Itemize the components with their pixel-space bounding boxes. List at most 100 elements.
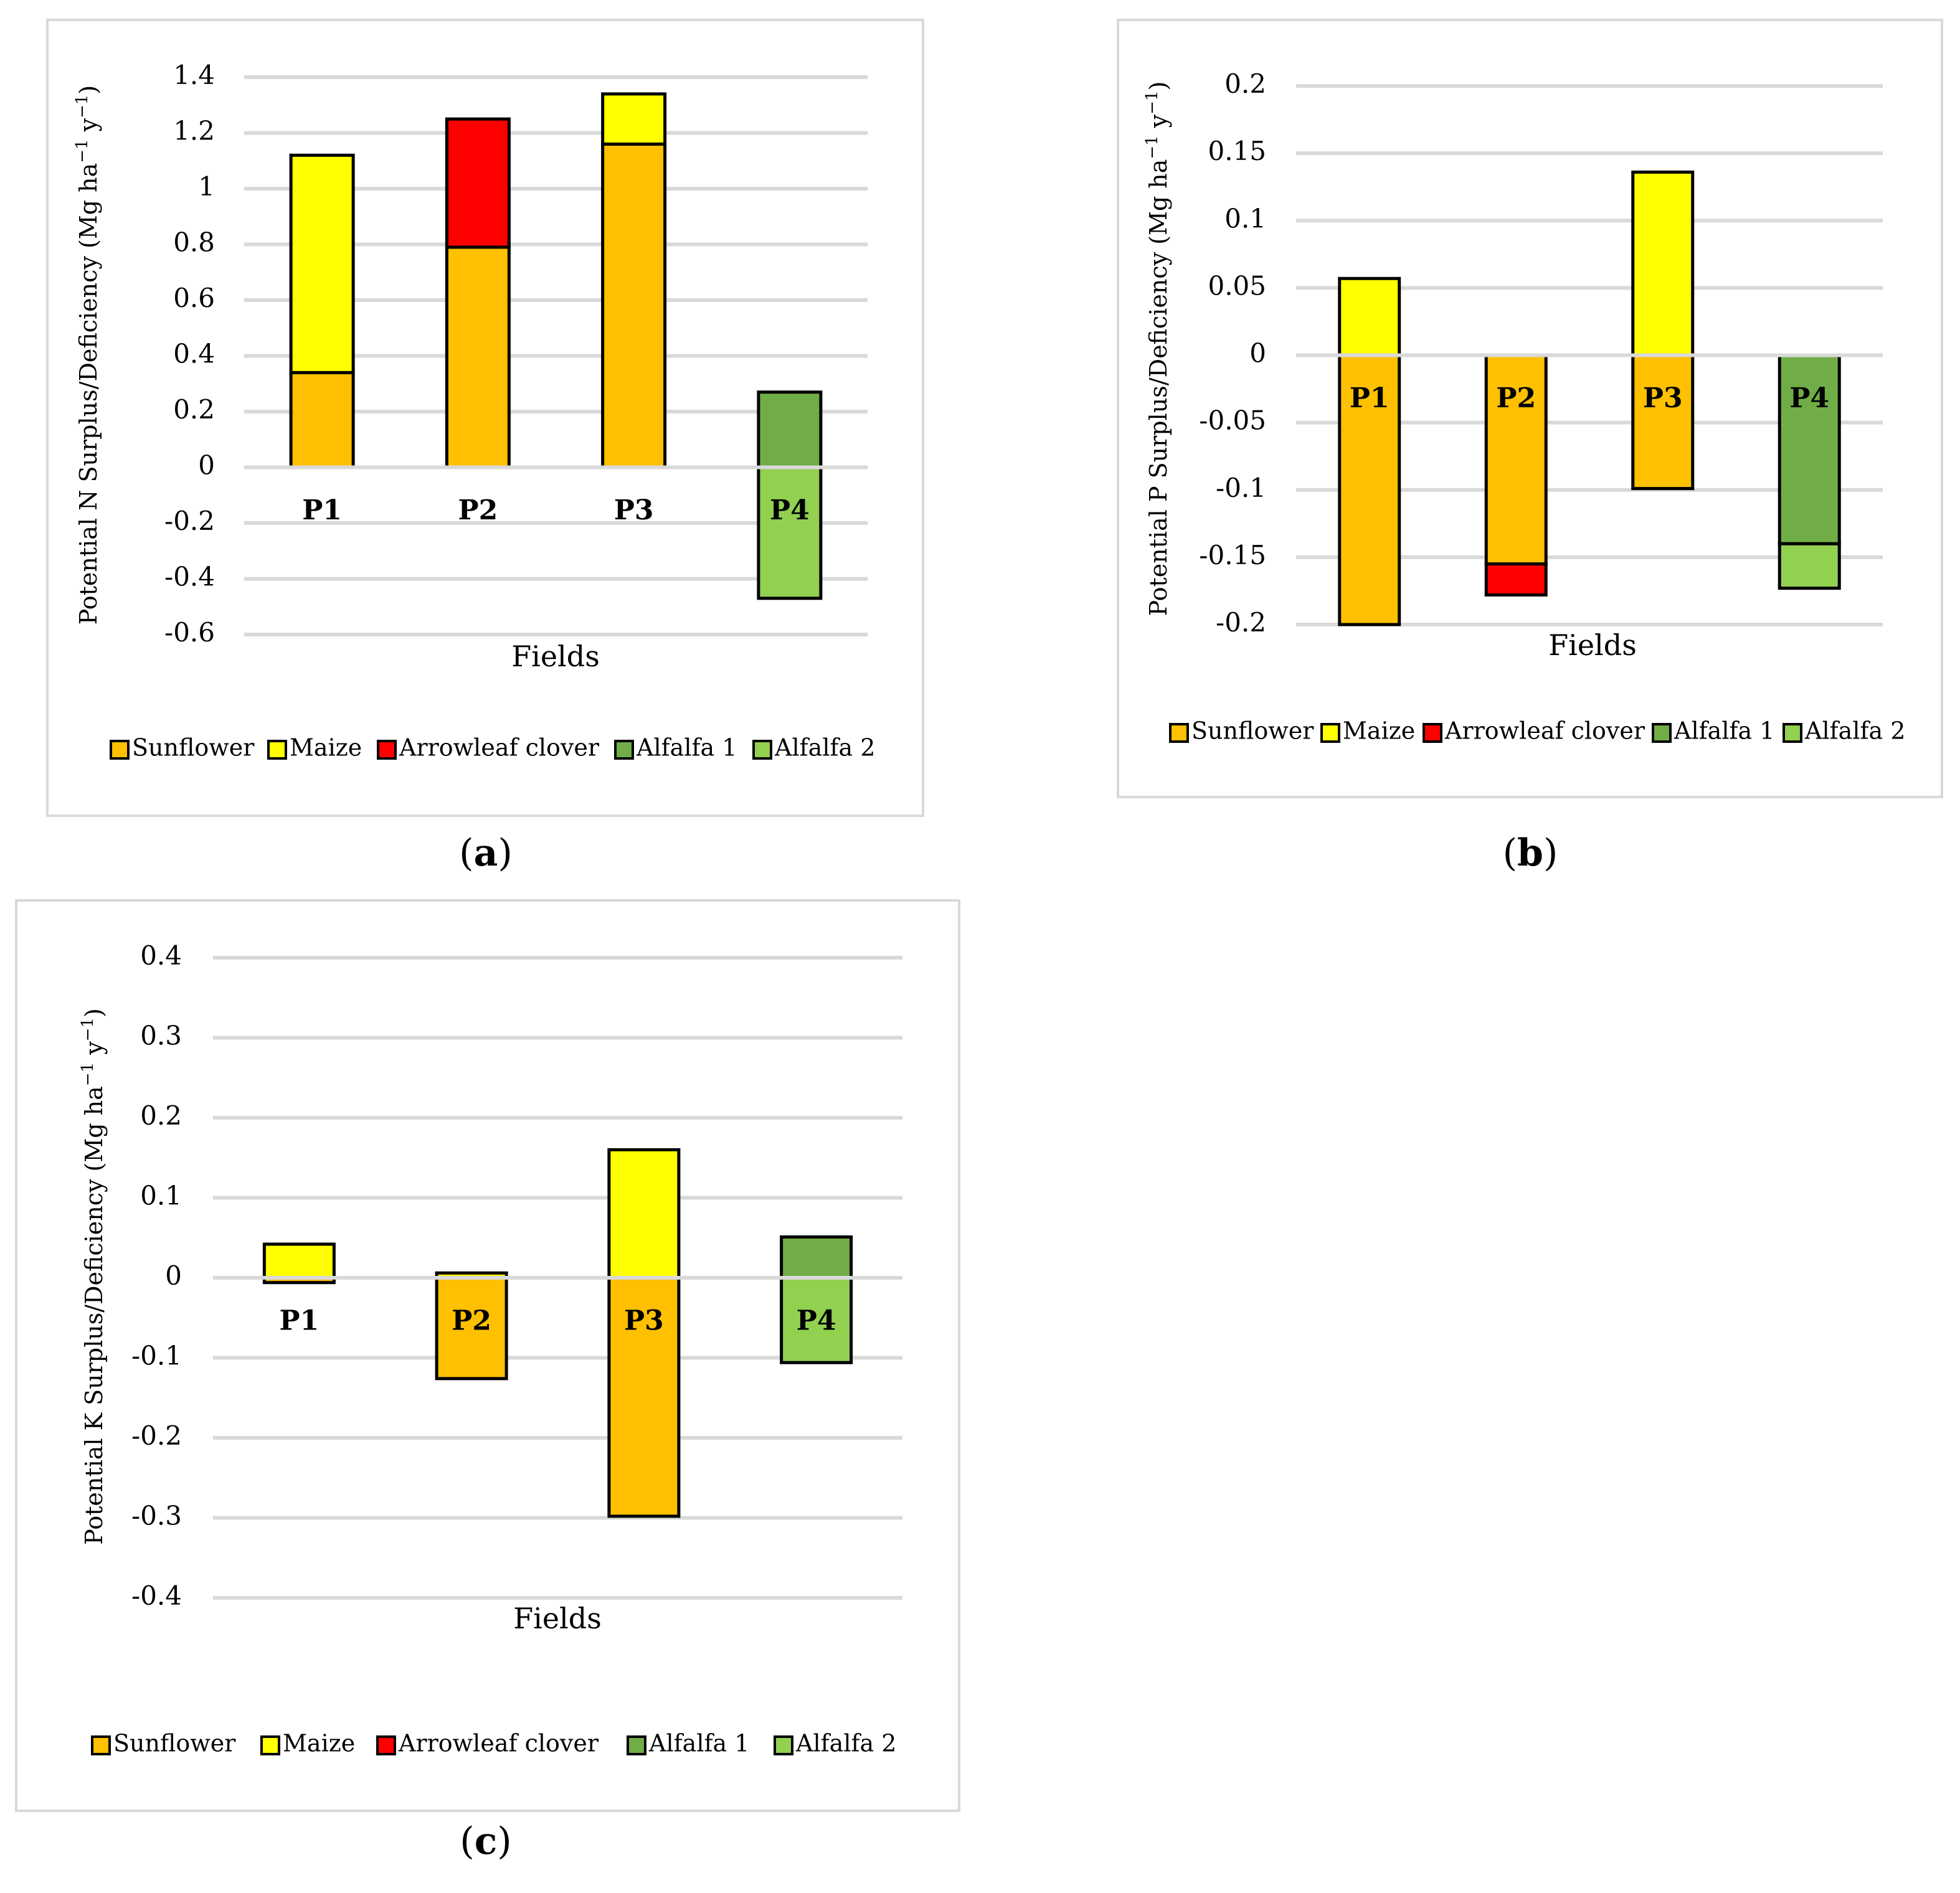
legend-label-alfalfa-1: Alfalfa 1	[636, 734, 737, 762]
legend-label-sunflower: Sunflower	[1191, 717, 1314, 745]
y-axis-title: Potential N Surplus/Deficiency (Mg ha−1 …	[73, 85, 102, 625]
y-tick-label: 1.2	[173, 116, 215, 146]
legend-label-maize: Maize	[283, 1730, 355, 1757]
category-label-p1: P1	[280, 1305, 320, 1337]
category-label-p4: P4	[1789, 382, 1829, 414]
y-tick-label: -0.4	[164, 562, 215, 592]
bar-p1-maize	[289, 153, 355, 374]
legend-label-alfalfa-1: Alfalfa 1	[1674, 717, 1774, 745]
y-tick-label: 0.2	[1224, 68, 1266, 99]
legend-swatch-maize	[1320, 723, 1340, 743]
bar-p2-sunflower	[1484, 354, 1548, 566]
y-tick-label: 1.4	[173, 60, 215, 90]
x-axis-title: Fields	[513, 1602, 602, 1635]
y-tick-label: 0.4	[140, 940, 182, 971]
bar-p2-arrowleaf-clover	[1484, 562, 1548, 597]
y-tick-label: -0.6	[164, 617, 215, 648]
legend-swatch-alfalfa-1	[614, 740, 634, 760]
bar-p2-arrowleaf-clover	[445, 117, 511, 249]
bar-p3-maize	[1631, 170, 1695, 357]
bar-p4-alfalfa-1	[757, 390, 823, 469]
legend-swatch-sunflower	[91, 1735, 111, 1755]
legend-label-sunflower: Sunflower	[132, 734, 255, 762]
legend-swatch-alfalfa-2	[774, 1735, 793, 1755]
bar-p2-sunflower	[445, 245, 511, 469]
legend-swatch-alfalfa-1	[627, 1735, 646, 1755]
y-tick-label: 0.15	[1208, 136, 1266, 166]
y-tick-label: -0.3	[131, 1501, 182, 1531]
category-label-p3: P3	[624, 1305, 664, 1337]
y-tick-label: 0.1	[140, 1181, 182, 1211]
category-label-p2: P2	[1496, 382, 1536, 414]
bar-p3-maize	[601, 92, 667, 146]
bar-p4-alfalfa-1	[780, 1235, 853, 1280]
y-tick-label: -0.15	[1199, 540, 1266, 570]
legend-label-sunflower: Sunflower	[113, 1730, 236, 1757]
category-label-p2: P2	[458, 494, 498, 526]
y-tick-label: 0.4	[173, 339, 215, 369]
y-tick-label: 0.3	[140, 1021, 182, 1051]
y-tick-label: -0.1	[131, 1341, 182, 1371]
bar-p3-sunflower	[607, 1276, 681, 1518]
legend-label-arrowleaf-clover: Arrowleaf clover	[399, 734, 600, 762]
legend-swatch-alfalfa-1	[1652, 723, 1672, 743]
x-axis-title: Fields	[511, 640, 600, 673]
legend-label-alfalfa-2: Alfalfa 2	[1804, 717, 1905, 745]
caption-a: (a)	[459, 831, 513, 875]
legend-swatch-arrowleaf-clover	[1423, 723, 1442, 743]
legend-swatch-alfalfa-2	[1782, 723, 1802, 743]
legend-swatch-sunflower	[110, 740, 130, 760]
bar-p3-maize	[607, 1148, 681, 1280]
legend-label-maize: Maize	[1343, 717, 1415, 745]
bar-p3-sunflower	[1631, 354, 1695, 491]
bar-p1-sunflower	[1338, 354, 1401, 626]
category-label-p1: P1	[302, 494, 342, 526]
caption-b: (b)	[1502, 831, 1558, 875]
y-tick-label: 0.8	[173, 227, 215, 258]
legend-swatch-sunflower	[1169, 723, 1189, 743]
y-axis-title: Potential K Surplus/Deficiency (Mg ha−1 …	[78, 1008, 108, 1545]
bar-p4-alfalfa-2	[1778, 542, 1841, 590]
category-label-p2: P2	[452, 1305, 491, 1337]
y-tick-label: -0.2	[1216, 607, 1266, 638]
y-tick-label: -0.1	[1216, 473, 1266, 503]
y-tick-label: 0	[165, 1260, 182, 1291]
category-label-p3: P3	[614, 494, 654, 526]
y-tick-label: -0.4	[131, 1580, 182, 1611]
y-tick-label: 1	[198, 171, 215, 202]
y-tick-label: 0.05	[1208, 270, 1266, 301]
category-label-p1: P1	[1350, 382, 1390, 414]
bar-p3-sunflower	[601, 142, 667, 469]
caption-c: (c)	[460, 1820, 512, 1863]
y-tick-label: 0.1	[1224, 203, 1266, 234]
legend-label-alfalfa-2: Alfalfa 2	[795, 1730, 896, 1757]
y-tick-label: -0.2	[164, 506, 215, 536]
category-label-p4: P4	[770, 494, 810, 526]
y-tick-label: -0.05	[1199, 405, 1266, 436]
legend-swatch-maize	[267, 740, 287, 760]
y-tick-label: -0.2	[131, 1420, 182, 1451]
x-axis-title: Fields	[1548, 628, 1637, 662]
legend-label-alfalfa-1: Alfalfa 1	[648, 1730, 749, 1757]
legend-label-arrowleaf-clover: Arrowleaf clover	[1444, 717, 1645, 745]
y-tick-label: 0	[1249, 338, 1266, 369]
category-label-p4: P4	[797, 1305, 836, 1337]
bar-p1-maize	[262, 1242, 336, 1280]
legend-label-alfalfa-2: Alfalfa 2	[774, 734, 875, 762]
legend-swatch-arrowleaf-clover	[377, 740, 397, 760]
bar-p4-alfalfa-2	[757, 466, 823, 600]
y-axis-title: Potential P Surplus/Deficiency (Mg ha−1 …	[1143, 82, 1172, 616]
legend-label-arrowleaf-clover: Arrowleaf clover	[398, 1730, 599, 1757]
y-tick-label: 0	[198, 450, 215, 481]
legend-swatch-maize	[260, 1735, 280, 1755]
category-label-p3: P3	[1643, 382, 1683, 414]
legend-swatch-arrowleaf-clover	[376, 1735, 396, 1755]
y-tick-label: 0.2	[140, 1100, 182, 1131]
y-tick-label: 0.6	[173, 283, 215, 313]
legend-swatch-alfalfa-2	[752, 740, 772, 760]
legend-label-maize: Maize	[290, 734, 362, 762]
y-tick-label: 0.2	[173, 394, 215, 425]
